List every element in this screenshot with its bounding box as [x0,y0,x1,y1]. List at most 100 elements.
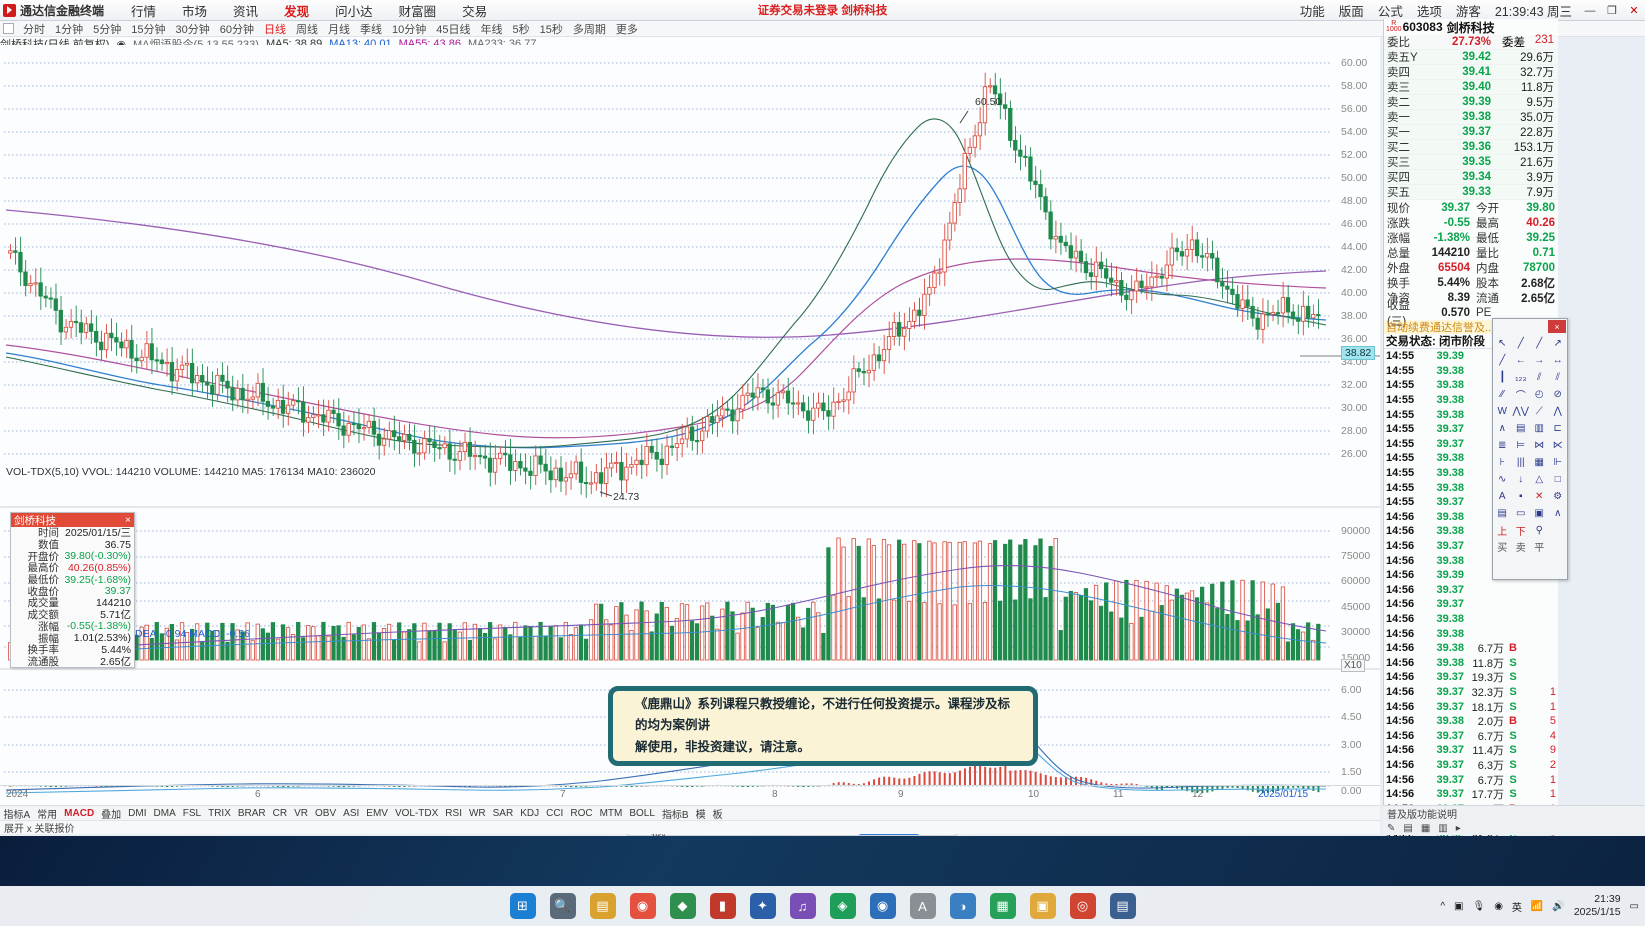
period-more[interactable]: 更多 [615,23,638,36]
period-monthly[interactable]: 月线 [328,23,350,36]
app-icon-1[interactable]: ◆ [669,893,696,919]
maximize-icon[interactable]: ❐ [1607,5,1617,17]
taskbar-clock[interactable]: 21:39 2025/1/15 [1574,893,1621,919]
orderbook-row[interactable]: 卖三 39.40 11.8万 [1384,80,1558,95]
microphone-icon[interactable]: 🎙 [1472,900,1486,912]
delete-icon[interactable]: ✕ [1535,491,1544,502]
indicator-roc[interactable]: ROC [570,807,593,819]
pen-icon[interactable]: ✎ [1387,822,1396,834]
footer-note-text[interactable]: 普及版功能说明 [1387,810,1457,821]
app-icon-8[interactable]: ▦ [989,893,1016,919]
flat-button[interactable]: 平 [1534,543,1545,554]
note-icon[interactable]: ▤ [1497,508,1507,519]
settings-icon[interactable]: ⚙ [1553,491,1563,502]
label-icon[interactable]: ▭ [1516,508,1526,519]
menu-item-wenxiaoda[interactable]: 问小达 [335,4,373,19]
orderbook-row[interactable]: 买四 39.34 3.9万 [1384,170,1558,185]
tray-icon-2[interactable]: ◉ [1494,900,1503,912]
app-icon-7[interactable]: ◑ [949,893,976,919]
double-arrow-icon[interactable]: ↔ [1552,355,1563,366]
indicator-cci[interactable]: CCI [546,807,564,819]
peak-icon[interactable]: ⋀ [1553,406,1562,417]
orderbook-row[interactable]: 卖一 39.38 35.0万 [1384,110,1558,125]
menu-item-gongshi[interactable]: 公式 [1377,5,1403,19]
down-marker-icon[interactable]: 下 [1515,527,1526,538]
fib-box-icon[interactable]: ▥ [1534,423,1544,434]
start-icon[interactable]: ⊞ [509,893,536,919]
more-icon[interactable]: ▸ [1455,822,1461,834]
period-daily[interactable]: 日线 [264,23,286,36]
w-pattern-icon[interactable]: W [1497,406,1507,417]
indicator-fsl[interactable]: FSL [182,807,202,819]
system-tray[interactable]: ^ ▣ 🎙 ◉ 英 📶 🔊 21:39 2025/1/15 ▭ [1440,893,1639,919]
trendline-icon[interactable]: ╱ [1499,355,1506,366]
app-icon-5[interactable]: ◉ [869,893,896,919]
close-icon[interactable]: × [1548,320,1566,333]
buy-order-book[interactable]: 买一 39.37 22.8万 买二 39.36 153.1万 买三 39.35 21.6万 买四 3… [1384,125,1558,200]
orderbook-row[interactable]: 卖五Y 39.42 29.6万 [1384,50,1558,65]
slash-pair-icon[interactable]: ⁄⁄ [1500,389,1504,400]
indicator-left-0[interactable]: 指标A [3,809,31,821]
chart-icon[interactable]: ▥ [1438,822,1448,834]
up-marker-icon[interactable]: 上 [1497,527,1508,538]
app-icon-10[interactable]: ◎ [1069,893,1096,919]
ray-icon[interactable]: ╱ [1536,338,1543,349]
sell-order-book[interactable]: 卖五Y 39.42 29.6万 卖四 39.41 32.7万 卖三 39.40 11.8万 卖二 3… [1384,50,1558,125]
network-icon[interactable]: 📶 [1530,900,1544,912]
period-45day[interactable]: 45日线 [436,23,471,36]
wave-icon[interactable]: ∧ [1498,423,1506,434]
app-icon-4[interactable]: ♫ [789,893,816,919]
channel-icon[interactable]: ⊩ [1553,457,1563,468]
search-icon[interactable]: 🔍 [549,893,576,919]
orderbook-row[interactable]: 买一 39.37 22.8万 [1384,125,1558,140]
orderbook-row[interactable]: 买二 39.36 153.1万 [1384,140,1558,155]
indicator-obv[interactable]: OBV [315,807,337,819]
period-30min[interactable]: 30分钟 [175,23,210,36]
levels-icon[interactable]: ≣ [1498,440,1507,451]
cursor-icon[interactable]: ↖ [1498,338,1507,349]
line-segment-icon[interactable]: ╱ [1517,338,1524,349]
right-arrow-icon[interactable]: → [1534,355,1545,366]
period-5sec[interactable]: 5秒 [512,23,530,36]
menu-item-caifuquan[interactable]: 财富圈 [398,4,437,19]
period-1min[interactable]: 1分钟 [55,23,84,36]
bars-icon[interactable]: ||| [1516,457,1525,468]
grid-icon[interactable]: ▦ [1534,457,1544,468]
gann-box-icon[interactable]: ▤ [1516,423,1526,434]
arc-icon[interactable]: ⌒ [1515,391,1526,402]
circle-icon[interactable]: ◴ [1534,389,1544,400]
grid-icon[interactable]: ▦ [1420,822,1431,834]
menu-item-gongneng[interactable]: 功能 [1299,5,1325,19]
file-explorer-icon[interactable]: ▤ [589,893,616,919]
fan-icon[interactable]: ⋉ [1552,440,1563,451]
indicator-asi[interactable]: ASI [343,807,360,819]
list-icon[interactable]: ▤ [1403,822,1413,834]
indicator-emv[interactable]: EMV [366,807,388,819]
period-15sec[interactable]: 15秒 [539,23,563,36]
indicator-cr[interactable]: CR [272,807,288,819]
ma-settings-icon[interactable]: ◉ [116,38,126,51]
indicator-wr[interactable]: WR [468,807,486,819]
datapoint-info-box[interactable]: 剑桥科技 × 时间 2025/01/15/三 数值 36.75 开盘价 39.80(-0.… [10,512,135,669]
angle-icon[interactable]: ∧ [1554,508,1562,519]
no-entry-icon[interactable]: ⊘ [1553,389,1562,400]
speed-lines-icon[interactable]: ⋈ [1534,440,1545,451]
menu-item-faxian[interactable]: 发现 [284,4,310,19]
chrome-icon[interactable]: ◉ [629,893,656,919]
volume-icon[interactable]: 🔊 [1552,900,1565,912]
notification-icon[interactable]: ▭ [1629,900,1639,912]
indicator-right-1[interactable]: 模 [695,809,706,821]
period-15min[interactable]: 15分钟 [131,23,166,36]
buy-button[interactable]: 买 [1497,543,1508,554]
period-weekly[interactable]: 周线 [296,23,318,36]
menu-item-shichang[interactable]: 市场 [182,4,208,19]
orderbook-row[interactable]: 卖四 39.41 32.7万 [1384,65,1558,80]
close-icon[interactable]: ✕ [1629,5,1639,17]
app-icon-11[interactable]: ▤ [1109,893,1136,919]
indicator-dma[interactable]: DMA [153,807,176,819]
fib-retrace-icon[interactable]: ⊨ [1516,440,1526,451]
wave-count-icon[interactable]: ∿ [1498,474,1507,485]
indicator-right-0[interactable]: 指标B [661,809,689,821]
menu-item-zixun[interactable]: 资讯 [233,4,259,19]
minimize-icon[interactable]: — [1584,4,1596,17]
